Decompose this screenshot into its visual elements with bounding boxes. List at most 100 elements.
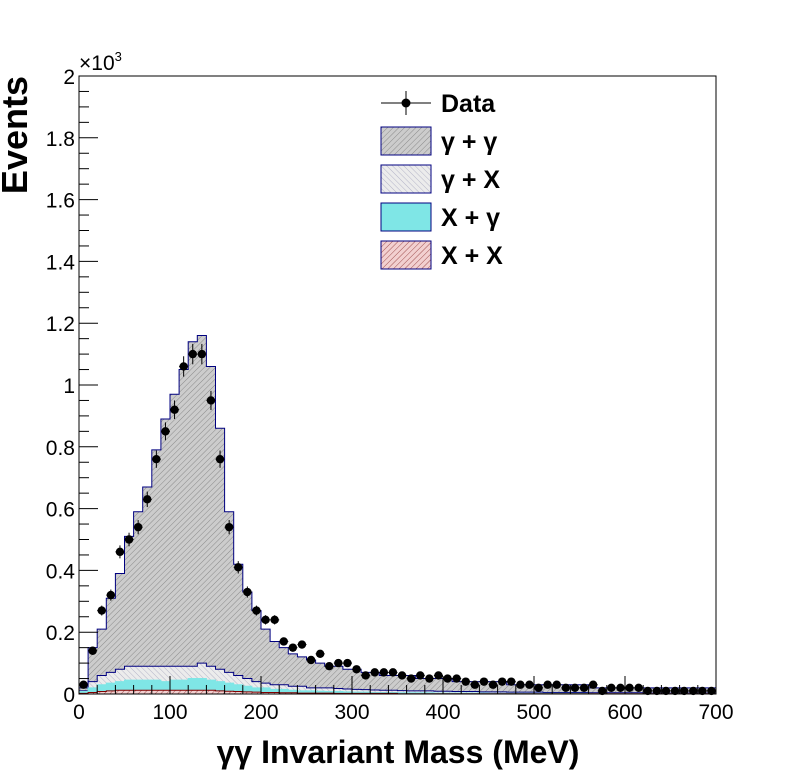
data-point xyxy=(97,606,106,615)
x-tick-label: 500 xyxy=(516,701,551,724)
data-point xyxy=(297,640,307,649)
data-point xyxy=(388,668,398,677)
data-point xyxy=(379,668,389,677)
y-tick-label: 1.6 xyxy=(46,190,75,213)
data-point xyxy=(315,649,325,659)
x-tick-label: 700 xyxy=(698,701,733,724)
data-point xyxy=(470,680,480,689)
data-point xyxy=(579,683,589,693)
data-point xyxy=(270,615,279,625)
y-tick-label: 0.2 xyxy=(46,622,75,645)
x-tick-label: 600 xyxy=(607,701,642,724)
legend-label: X + X xyxy=(441,242,503,270)
legend-label: γ + γ xyxy=(441,128,497,156)
data-point xyxy=(288,643,298,652)
data-point xyxy=(434,671,443,680)
y-tick-label: 0.8 xyxy=(46,437,75,460)
y-tick-label: 1.8 xyxy=(46,128,75,151)
data-point xyxy=(234,563,243,572)
data-point xyxy=(143,495,152,504)
data-point xyxy=(479,677,489,686)
data-point xyxy=(679,686,689,696)
data-point xyxy=(406,674,416,683)
data-point xyxy=(461,677,470,686)
data-point xyxy=(170,405,179,414)
data-point xyxy=(343,658,352,668)
data-point xyxy=(543,680,552,689)
data-point xyxy=(497,677,507,686)
y-exponent-label: ×103 xyxy=(79,49,122,75)
data-point xyxy=(452,674,461,683)
x-axis-title: γγ Invariant Mass (MeV) xyxy=(217,734,580,770)
data-point xyxy=(106,590,116,600)
data-point xyxy=(243,587,252,597)
data-point xyxy=(370,668,379,677)
data-point xyxy=(179,362,188,371)
data-point xyxy=(306,655,316,665)
data-point xyxy=(416,671,425,680)
data-point xyxy=(607,683,616,693)
legend-swatch xyxy=(380,164,432,194)
data-point xyxy=(588,680,598,689)
data-point xyxy=(215,454,225,464)
x-tick-label: 200 xyxy=(243,701,278,724)
data-point xyxy=(352,665,361,674)
data-point xyxy=(279,637,288,646)
x-tick-label: 300 xyxy=(334,701,369,724)
legend-swatch xyxy=(380,126,432,156)
data-points xyxy=(79,343,716,696)
x-tick-label: 100 xyxy=(152,701,187,724)
data-point xyxy=(661,686,671,696)
legend-swatch xyxy=(380,240,432,270)
data-point xyxy=(206,396,216,405)
data-point xyxy=(707,686,716,696)
data-point xyxy=(616,683,625,693)
legend-marker-point xyxy=(401,98,411,108)
x-tick-label: 0 xyxy=(73,701,85,724)
data-point xyxy=(197,349,207,359)
y-exponent-base: ×10 xyxy=(79,52,115,75)
data-point xyxy=(79,680,88,689)
data-point xyxy=(652,686,662,696)
data-point xyxy=(334,658,343,668)
data-point xyxy=(224,522,234,532)
x-axis-ticks: 0 100 200 300 400 500 600 700 xyxy=(73,676,734,724)
data-point xyxy=(361,671,370,680)
data-point xyxy=(625,683,634,693)
data-point xyxy=(689,686,698,696)
data-point xyxy=(188,349,197,359)
data-point xyxy=(252,606,261,615)
data-point xyxy=(325,661,334,671)
legend-label: γ + X xyxy=(441,166,500,194)
legend-label: Data xyxy=(441,90,496,118)
y-axis-ticks: 0 0.2 0.4 0.6 0.8 1 1.2 1.4 1.6 1.8 2 xyxy=(46,66,98,707)
data-point xyxy=(425,674,434,683)
x-tick-label: 400 xyxy=(425,701,460,724)
y-axis-title: Events xyxy=(0,76,35,194)
series-gamma-gamma xyxy=(78,335,717,695)
legend: Data γ + γ γ + X X + γ X + X xyxy=(380,90,503,270)
y-tick-label: 0.4 xyxy=(46,560,76,583)
y-tick-label: 1.2 xyxy=(46,313,75,336)
data-point xyxy=(598,686,607,696)
legend-swatch xyxy=(380,202,432,232)
data-point xyxy=(643,686,652,696)
data-point xyxy=(397,671,407,680)
data-point xyxy=(88,646,97,655)
data-point xyxy=(534,683,543,693)
y-tick-label: 2 xyxy=(63,66,75,89)
data-point xyxy=(507,677,516,686)
data-point xyxy=(124,535,134,544)
legend-label: X + γ xyxy=(441,204,500,232)
data-point xyxy=(570,683,580,693)
y-exponent-power: 3 xyxy=(115,49,122,64)
data-point xyxy=(698,686,707,696)
data-point xyxy=(634,683,643,693)
y-tick-label: 1 xyxy=(63,375,75,398)
data-point xyxy=(161,427,170,436)
data-point xyxy=(152,454,161,464)
data-point xyxy=(443,674,452,683)
y-tick-label: 0 xyxy=(63,684,75,707)
data-point xyxy=(133,522,143,532)
